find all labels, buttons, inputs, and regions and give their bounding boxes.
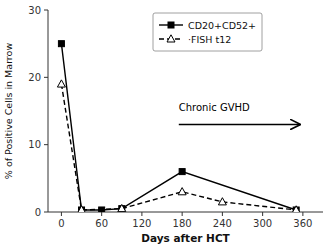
y-axis-line — [48, 10, 49, 212]
x-tick-label: 60 — [95, 218, 108, 229]
y-tick — [44, 144, 48, 145]
data-point — [178, 188, 186, 195]
x-tick-label: 240 — [213, 218, 232, 229]
y-tick-label: 20 — [28, 72, 41, 83]
x-tick — [262, 212, 263, 216]
data-point — [78, 206, 86, 212]
x-tick — [222, 212, 223, 216]
x-tick — [182, 212, 183, 216]
legend-box — [153, 13, 262, 51]
x-tick-label: 300 — [253, 218, 272, 229]
annotation-arrow — [179, 124, 300, 126]
x-tick-label: 360 — [293, 218, 312, 229]
data-point — [218, 198, 226, 205]
x-tick — [141, 212, 142, 216]
y-axis-label: % of Positive Cells in Marrow — [3, 43, 14, 180]
chart: 0 60 120 180 240 300 360 0 10 20 30 Days after HCT%… — [0, 0, 335, 250]
series-line — [61, 84, 296, 210]
legend-swatch-marker — [168, 22, 174, 28]
y-tick — [44, 212, 48, 213]
legend-label: CD20+CD52+ — [188, 20, 256, 31]
x-axis-label: Days after HCT — [141, 232, 230, 244]
data-point — [57, 80, 65, 87]
x-axis-line — [48, 212, 323, 213]
data-point — [58, 41, 64, 47]
series-line — [61, 44, 296, 210]
x-tick-label: 180 — [173, 218, 192, 229]
annotation-text: Chronic GVHD — [179, 102, 250, 113]
y-tick — [44, 10, 48, 11]
x-tick-label: 0 — [58, 218, 64, 229]
x-tick-label: 120 — [132, 218, 151, 229]
y-tick-label: 0 — [35, 207, 41, 218]
x-tick — [61, 212, 62, 216]
legend: CD20+CD52+ ·FISH t12 — [153, 13, 262, 51]
x-tick — [101, 212, 102, 216]
data-point — [292, 206, 300, 212]
legend-label: ·FISH t12 — [188, 34, 231, 45]
x-tick — [302, 212, 303, 216]
plot-area — [57, 41, 300, 212]
y-tick-label: 30 — [28, 5, 41, 16]
y-tick-label: 10 — [28, 139, 41, 150]
legend-swatch-marker — [167, 35, 175, 42]
y-tick — [44, 77, 48, 78]
data-point — [179, 169, 185, 175]
data-point — [118, 204, 126, 211]
